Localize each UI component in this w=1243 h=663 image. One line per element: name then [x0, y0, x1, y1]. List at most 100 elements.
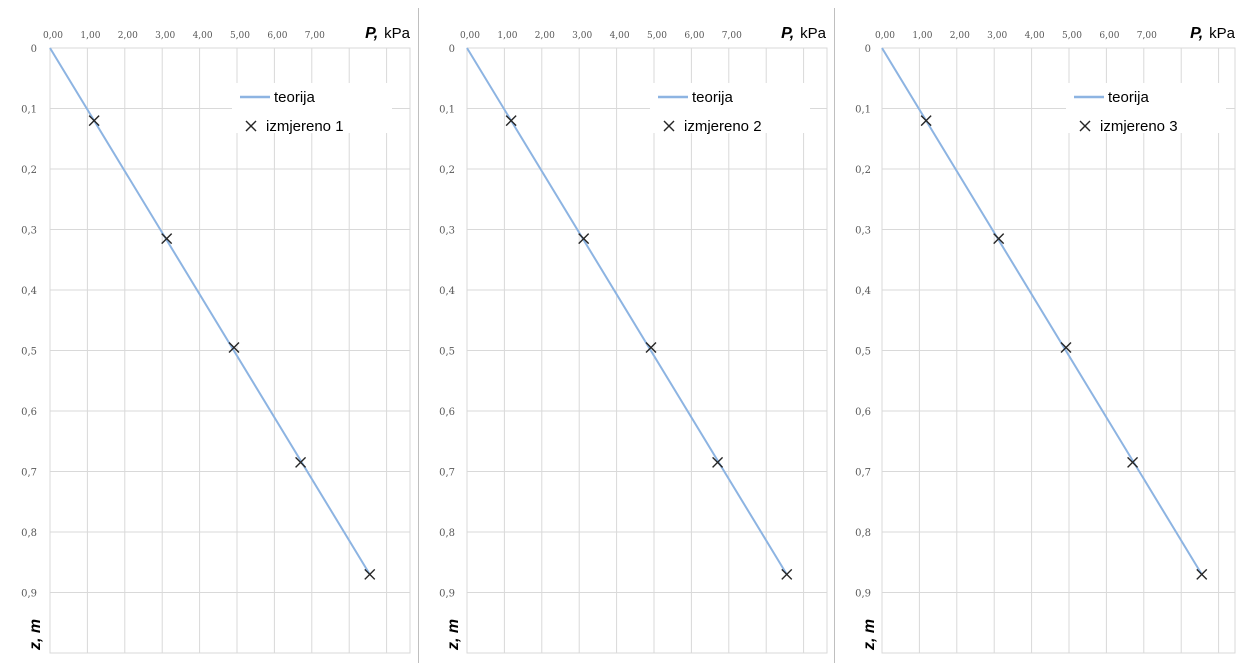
- y-tick-label: 0: [31, 44, 37, 55]
- marker-stroke: [1127, 456, 1139, 468]
- x-axis-title: P, kPa: [781, 25, 827, 42]
- legend: teorija izmjereno 1: [232, 83, 392, 135]
- x-axis-symbol: P,: [1190, 25, 1203, 42]
- series-line-teorija: [881, 47, 1203, 575]
- data-point-marker: [645, 341, 657, 353]
- x-tick-label: 7,00: [722, 31, 742, 41]
- x-axis-unit: kPa: [384, 25, 411, 42]
- marker-stroke: [712, 456, 724, 468]
- x-axis-symbol: P,: [781, 25, 794, 42]
- marker-stroke: [920, 115, 932, 127]
- x-tick-label: 0,00: [875, 31, 895, 41]
- data-point-marker: [1196, 568, 1208, 580]
- marker-stroke: [295, 456, 307, 468]
- y-tick-label: 0,9: [439, 589, 455, 600]
- x-tick-label: 4,00: [610, 31, 630, 41]
- x-axis-unit: kPa: [800, 25, 827, 42]
- y-tick-label: 0,7: [439, 468, 455, 479]
- marker-stroke: [645, 341, 657, 353]
- x-axis-title: P, kPa: [1190, 25, 1236, 42]
- chart-panel-1: 0,00 1,00 2,00 3,00 4,00 5,00 6,00 7,00 P, kPa 0 0,…: [0, 0, 418, 663]
- legend-label-izmjereno: izmjereno 1: [266, 118, 344, 135]
- y-tick-label: 0,7: [21, 468, 37, 479]
- x-tick-label: 4,00: [1025, 31, 1045, 41]
- marker-stroke: [364, 568, 376, 580]
- data-point-marker: [712, 456, 724, 468]
- x-axis-symbol: P,: [365, 25, 378, 42]
- marker-stroke: [1196, 568, 1208, 580]
- y-tick-label: 0,8: [21, 528, 37, 539]
- y-tick-label: 0,2: [21, 165, 37, 176]
- series-line-teorija: [466, 47, 788, 575]
- marker-stroke: [505, 115, 517, 127]
- y-axis-title: z, m: [27, 619, 44, 651]
- x-tick-label: 0,00: [43, 31, 63, 41]
- legend-marker-swatch: [1079, 120, 1091, 132]
- legend-label-izmjereno: izmjereno 2: [684, 118, 762, 135]
- chart-2-svg: 0,00 1,00 2,00 3,00 4,00 5,00 6,00 7,00 P, kPa 0 0,…: [418, 8, 828, 663]
- chart-panel-2: 0,00 1,00 2,00 3,00 4,00 5,00 6,00 7,00 P, kPa 0 0,…: [418, 0, 834, 663]
- x-tick-label: 5,00: [647, 31, 667, 41]
- y-tick-label: 0: [449, 44, 455, 55]
- x-tick-label: 3,00: [572, 31, 592, 41]
- x-axis-title: P, kPa: [365, 25, 411, 42]
- marker-stroke: [88, 115, 100, 127]
- marker-stroke: [1060, 341, 1072, 353]
- x-tick-label: 6,00: [684, 31, 704, 41]
- x-tick-label: 1,00: [80, 31, 100, 41]
- legend: teorija izmjereno 2: [650, 83, 810, 135]
- data-point-marker: [993, 233, 1005, 245]
- data-point-marker: [1060, 341, 1072, 353]
- data-point-marker: [295, 456, 307, 468]
- x-tick-label: 7,00: [305, 31, 325, 41]
- y-tick-label: 0,3: [855, 226, 871, 237]
- data-point-marker: [161, 233, 173, 245]
- chart-1-svg: 0,00 1,00 2,00 3,00 4,00 5,00 6,00 7,00 P, kPa 0 0,…: [21, 25, 411, 654]
- y-tick-label: 0,5: [21, 347, 37, 358]
- y-tick-label: 0,5: [439, 347, 455, 358]
- data-point-marker: [781, 568, 793, 580]
- x-tick-label: 1,00: [912, 31, 932, 41]
- data-point-marker: [920, 115, 932, 127]
- y-tick-label: 0,6: [439, 407, 455, 418]
- marker-stroke: [228, 341, 240, 353]
- y-tick-label: 0,5: [855, 347, 871, 358]
- legend-marker-swatch: [245, 120, 257, 132]
- chart-3-svg: 0,00 1,00 2,00 3,00 4,00 5,00 6,00 7,00 P, kPa 0 0,…: [834, 8, 1236, 663]
- y-tick-label: 0,1: [855, 105, 871, 116]
- data-point-marker: [88, 115, 100, 127]
- y-tick-label: 0,3: [21, 226, 37, 237]
- x-tick-label: 2,00: [535, 31, 555, 41]
- legend-label-teorija: teorija: [274, 89, 316, 106]
- y-axis-title: z, m: [861, 619, 878, 651]
- y-tick-label: 0,4: [439, 286, 455, 297]
- y-tick-label: 0,6: [855, 407, 871, 418]
- y-tick-label: 0,1: [439, 105, 455, 116]
- x-tick-label: 7,00: [1137, 31, 1157, 41]
- y-tick-label: 0,4: [21, 286, 37, 297]
- y-tick-label: 0,7: [855, 468, 871, 479]
- y-tick-label: 0,8: [439, 528, 455, 539]
- x-tick-label: 3,00: [987, 31, 1007, 41]
- legend-background: [1066, 83, 1226, 133]
- marker-stroke: [993, 233, 1005, 245]
- marker-stroke: [578, 233, 590, 245]
- y-tick-label: 0,2: [439, 165, 455, 176]
- x-tick-label: 3,00: [155, 31, 175, 41]
- y-tick-label: 0,9: [855, 589, 871, 600]
- x-tick-label: 2,00: [950, 31, 970, 41]
- x-tick-label: 0,00: [460, 31, 480, 41]
- x-tick-label: 6,00: [267, 31, 287, 41]
- y-tick-label: 0,1: [21, 105, 37, 116]
- y-axis-title: z, m: [445, 619, 462, 651]
- data-point-marker: [1127, 456, 1139, 468]
- data-point-marker: [505, 115, 517, 127]
- legend: teorija izmjereno 3: [1066, 83, 1226, 135]
- y-tick-label: 0,2: [855, 165, 871, 176]
- y-tick-label: 0,4: [855, 286, 871, 297]
- x-tick-label: 6,00: [1099, 31, 1119, 41]
- legend-label-izmjereno: izmjereno 3: [1100, 118, 1178, 135]
- legend-background: [232, 83, 392, 133]
- x-tick-label: 2,00: [118, 31, 138, 41]
- marker-stroke: [161, 233, 173, 245]
